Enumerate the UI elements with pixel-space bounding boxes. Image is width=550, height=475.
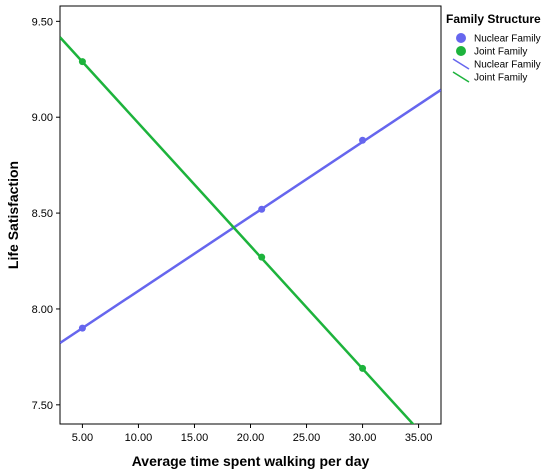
legend-item: Joint Family [452, 71, 527, 84]
data-point [359, 364, 367, 372]
legend-item: Nuclear Family [456, 33, 541, 45]
y-tick-label: 7.50 [32, 400, 53, 412]
data-point [258, 253, 266, 261]
legend-title: Family Structure [446, 12, 541, 26]
x-tick-label: 20.00 [237, 432, 265, 444]
legend-line [452, 71, 470, 83]
x-axis-title: Average time spent walking per day [132, 453, 370, 469]
legend-label: Nuclear Family [474, 34, 541, 45]
legend-item: Joint Family [456, 46, 527, 58]
series-layer [60, 36, 441, 424]
legend-line [452, 58, 470, 70]
series-joint-family [60, 36, 415, 424]
fit-line [60, 36, 415, 424]
series-nuclear-family [60, 88, 441, 345]
legend-label: Joint Family [474, 47, 527, 58]
legend-marker [456, 46, 466, 56]
data-point [258, 205, 266, 213]
x-axis: 5.00 10.00 15.00 20.00 25.00 30.00 35.00 [72, 424, 433, 444]
x-tick-label: 35.00 [405, 432, 433, 444]
legend: Family Structure Nuclear Family Joint Fam… [446, 12, 541, 84]
legend-item: Nuclear Family [452, 58, 541, 71]
y-axis-title: Life Satisfaction [5, 161, 21, 269]
x-tick-label: 10.00 [125, 432, 153, 444]
x-tick-label: 30.00 [349, 432, 377, 444]
x-tick-label: 15.00 [181, 432, 209, 444]
data-point [78, 58, 86, 66]
legend-marker [456, 33, 466, 43]
data-point [78, 324, 86, 332]
y-tick-label: 9.00 [32, 112, 53, 124]
x-tick-label: 5.00 [72, 432, 93, 444]
legend-label: Joint Family [474, 73, 527, 84]
y-tick-label: 8.50 [32, 208, 53, 220]
y-tick-label: 8.00 [32, 304, 53, 316]
data-point [359, 136, 367, 144]
x-tick-label: 25.00 [293, 432, 321, 444]
legend-label: Nuclear Family [474, 60, 541, 71]
y-tick-label: 9.50 [32, 16, 53, 28]
y-axis: 7.50 8.00 8.50 9.00 9.50 [32, 16, 60, 412]
fit-line [60, 88, 441, 345]
